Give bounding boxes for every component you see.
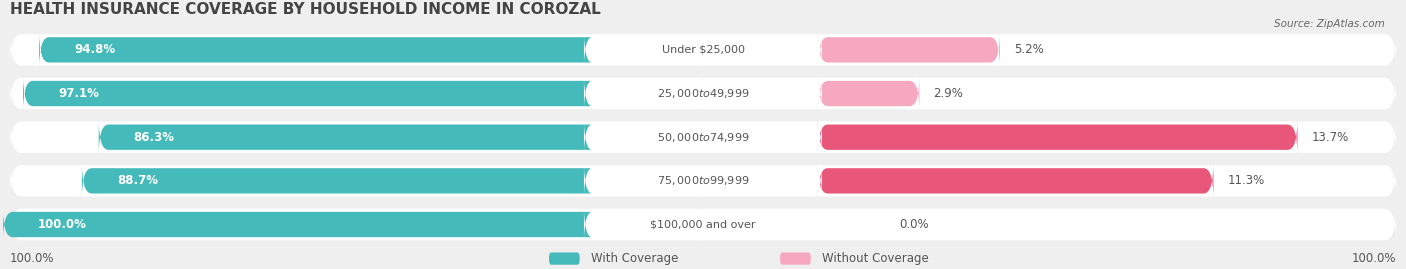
FancyBboxPatch shape bbox=[818, 119, 1298, 155]
FancyBboxPatch shape bbox=[583, 76, 823, 111]
Text: Under $25,000: Under $25,000 bbox=[661, 45, 745, 55]
FancyBboxPatch shape bbox=[10, 205, 1396, 244]
FancyBboxPatch shape bbox=[818, 163, 1213, 199]
Text: 94.8%: 94.8% bbox=[75, 43, 115, 56]
FancyBboxPatch shape bbox=[10, 31, 1396, 69]
Text: 0.0%: 0.0% bbox=[898, 218, 929, 231]
Text: HEALTH INSURANCE COVERAGE BY HOUSEHOLD INCOME IN COROZAL: HEALTH INSURANCE COVERAGE BY HOUSEHOLD I… bbox=[10, 2, 600, 17]
Text: $50,000 to $74,999: $50,000 to $74,999 bbox=[657, 131, 749, 144]
Text: $75,000 to $99,999: $75,000 to $99,999 bbox=[657, 174, 749, 187]
Text: 2.9%: 2.9% bbox=[934, 87, 963, 100]
FancyBboxPatch shape bbox=[10, 118, 1396, 156]
Text: 100.0%: 100.0% bbox=[38, 218, 87, 231]
Text: 5.2%: 5.2% bbox=[1014, 43, 1043, 56]
Text: $25,000 to $49,999: $25,000 to $49,999 bbox=[657, 87, 749, 100]
FancyBboxPatch shape bbox=[548, 253, 579, 265]
FancyBboxPatch shape bbox=[583, 207, 823, 242]
Text: 97.1%: 97.1% bbox=[58, 87, 98, 100]
FancyBboxPatch shape bbox=[98, 119, 703, 155]
FancyBboxPatch shape bbox=[583, 120, 823, 154]
Text: 11.3%: 11.3% bbox=[1227, 174, 1265, 187]
FancyBboxPatch shape bbox=[39, 32, 703, 68]
FancyBboxPatch shape bbox=[583, 33, 823, 67]
Text: Without Coverage: Without Coverage bbox=[823, 252, 929, 265]
Text: 13.7%: 13.7% bbox=[1312, 131, 1348, 144]
FancyBboxPatch shape bbox=[583, 164, 823, 198]
Text: Source: ZipAtlas.com: Source: ZipAtlas.com bbox=[1274, 19, 1385, 29]
Text: 86.3%: 86.3% bbox=[134, 131, 174, 144]
Text: 100.0%: 100.0% bbox=[10, 252, 55, 265]
FancyBboxPatch shape bbox=[3, 207, 703, 242]
FancyBboxPatch shape bbox=[22, 76, 703, 111]
Text: 100.0%: 100.0% bbox=[1351, 252, 1396, 265]
Text: 88.7%: 88.7% bbox=[117, 174, 157, 187]
Text: $100,000 and over: $100,000 and over bbox=[650, 220, 756, 229]
FancyBboxPatch shape bbox=[10, 162, 1396, 200]
FancyBboxPatch shape bbox=[82, 163, 703, 199]
FancyBboxPatch shape bbox=[10, 74, 1396, 113]
FancyBboxPatch shape bbox=[780, 253, 811, 265]
FancyBboxPatch shape bbox=[818, 32, 1000, 68]
Text: With Coverage: With Coverage bbox=[591, 252, 678, 265]
FancyBboxPatch shape bbox=[818, 76, 920, 111]
